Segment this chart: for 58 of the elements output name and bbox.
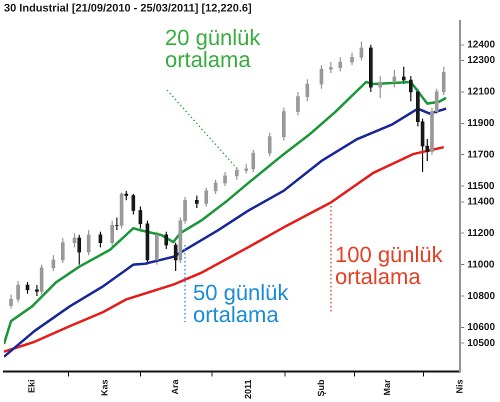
candlestick bbox=[72, 232, 76, 248]
x-tick-label: Nis bbox=[454, 379, 465, 394]
candlestick bbox=[402, 66, 406, 85]
x-tick-label: 2011 bbox=[243, 379, 254, 400]
candlestick bbox=[329, 61, 333, 74]
annotation: 20 günlük ortalama bbox=[165, 25, 262, 72]
candlestick bbox=[204, 187, 208, 208]
candlestick bbox=[306, 78, 310, 102]
candlestick bbox=[338, 56, 342, 72]
y-tick-label: 10600 bbox=[467, 322, 496, 334]
candlestick bbox=[174, 242, 178, 272]
candlestick bbox=[223, 171, 227, 187]
candlestick bbox=[244, 164, 248, 174]
candlestick bbox=[350, 52, 354, 66]
candlestick bbox=[77, 234, 82, 266]
candlestick bbox=[251, 149, 256, 173]
y-tick-label: 10800 bbox=[467, 290, 496, 302]
candlestick bbox=[110, 220, 114, 246]
y-tick-label: 11400 bbox=[467, 196, 495, 208]
y-tick-label: 11200 bbox=[467, 228, 495, 239]
y-tick-label: 11000 bbox=[467, 259, 495, 270]
y-tick-label: 12100 bbox=[467, 86, 496, 98]
candlestick bbox=[392, 69, 396, 88]
candlestick bbox=[35, 284, 39, 297]
candlestick bbox=[86, 230, 90, 256]
candlestick bbox=[132, 193, 136, 215]
x-tick-label: Mar bbox=[382, 378, 392, 396]
candlestick bbox=[16, 280, 20, 303]
candlestick bbox=[408, 76, 413, 102]
candlestick bbox=[378, 76, 382, 99]
candlestick bbox=[234, 166, 239, 180]
candlestick bbox=[9, 294, 13, 310]
y-tick-label: 11900 bbox=[467, 118, 495, 130]
y-tick-label: 12300 bbox=[467, 55, 496, 66]
candlestick bbox=[320, 64, 324, 90]
chart-title: 30 Industrial [21/09/2010 - 25/03/2011] [12,220.6] bbox=[4, 2, 252, 15]
candlestick bbox=[124, 190, 128, 201]
annotation: 50 günlük ortalama bbox=[193, 280, 290, 327]
candlestick bbox=[98, 231, 102, 248]
candlestick bbox=[296, 91, 300, 116]
y-tick-label: 10500 bbox=[467, 338, 496, 349]
candlestick bbox=[138, 206, 142, 230]
x-tick-label: Kas bbox=[100, 379, 110, 396]
candlestick bbox=[214, 179, 218, 195]
candlestick bbox=[268, 132, 272, 157]
candlestick bbox=[164, 231, 168, 250]
candlestick bbox=[26, 281, 30, 294]
y-tick-label: 12400 bbox=[467, 40, 496, 51]
annotation: 100 günlük ortalama bbox=[335, 242, 444, 289]
candlestick bbox=[60, 237, 65, 264]
y-tick-label: 11500 bbox=[467, 180, 495, 192]
candlestick bbox=[442, 66, 446, 96]
x-tick-label: Ara bbox=[170, 378, 180, 394]
y-tick-label: 11700 bbox=[467, 149, 495, 160]
x-tick-label: Şub bbox=[316, 378, 326, 396]
candlestick bbox=[360, 41, 364, 62]
candlestick bbox=[52, 254, 56, 272]
x-tick-label: Eki bbox=[26, 379, 37, 393]
